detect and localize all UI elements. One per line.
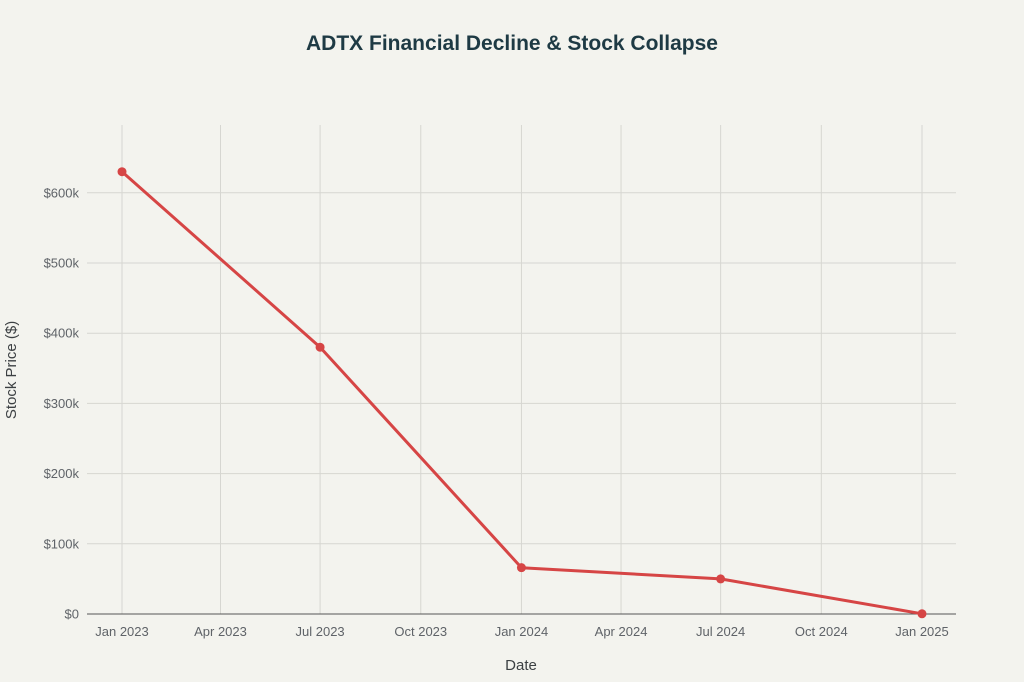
x-tick-label: Jan 2024 <box>495 624 549 639</box>
x-tick-label: Jul 2023 <box>296 624 345 639</box>
data-point[interactable] <box>917 609 927 619</box>
y-tick-label: $200k <box>44 466 80 481</box>
y-axis-ticks: $0 $100k $200k $300k $400k $500k $600k <box>44 185 80 621</box>
series-line <box>120 170 924 616</box>
y-tick-label: $400k <box>44 326 80 341</box>
y-tick-label: $500k <box>44 256 80 271</box>
data-point[interactable] <box>516 563 526 573</box>
x-tick-label: Oct 2023 <box>394 624 447 639</box>
x-tick-label: Apr 2024 <box>595 624 648 639</box>
data-point[interactable] <box>117 167 127 177</box>
grid-lines <box>87 125 956 614</box>
x-tick-label: Jul 2024 <box>696 624 745 639</box>
x-axis-ticks: Jan 2023 Apr 2023 Jul 2023 Oct 2023 Jan 2024… <box>95 624 949 639</box>
x-axis-label: Date <box>505 657 537 674</box>
x-tick-label: Oct 2024 <box>795 624 848 639</box>
y-tick-label: $600k <box>44 185 80 200</box>
data-point[interactable] <box>716 574 726 584</box>
y-tick-label: $0 <box>65 607 79 622</box>
series-group <box>117 167 927 619</box>
y-tick-label: $100k <box>44 536 80 551</box>
data-point[interactable] <box>315 342 325 352</box>
x-tick-label: Jan 2025 <box>895 624 949 639</box>
chart-title: ADTX Financial Decline & Stock Collapse <box>306 32 718 55</box>
x-tick-label: Apr 2023 <box>194 624 247 639</box>
y-tick-label: $300k <box>44 396 80 411</box>
x-tick-label: Jan 2023 <box>95 624 149 639</box>
y-axis-label: Stock Price ($) <box>3 321 20 419</box>
